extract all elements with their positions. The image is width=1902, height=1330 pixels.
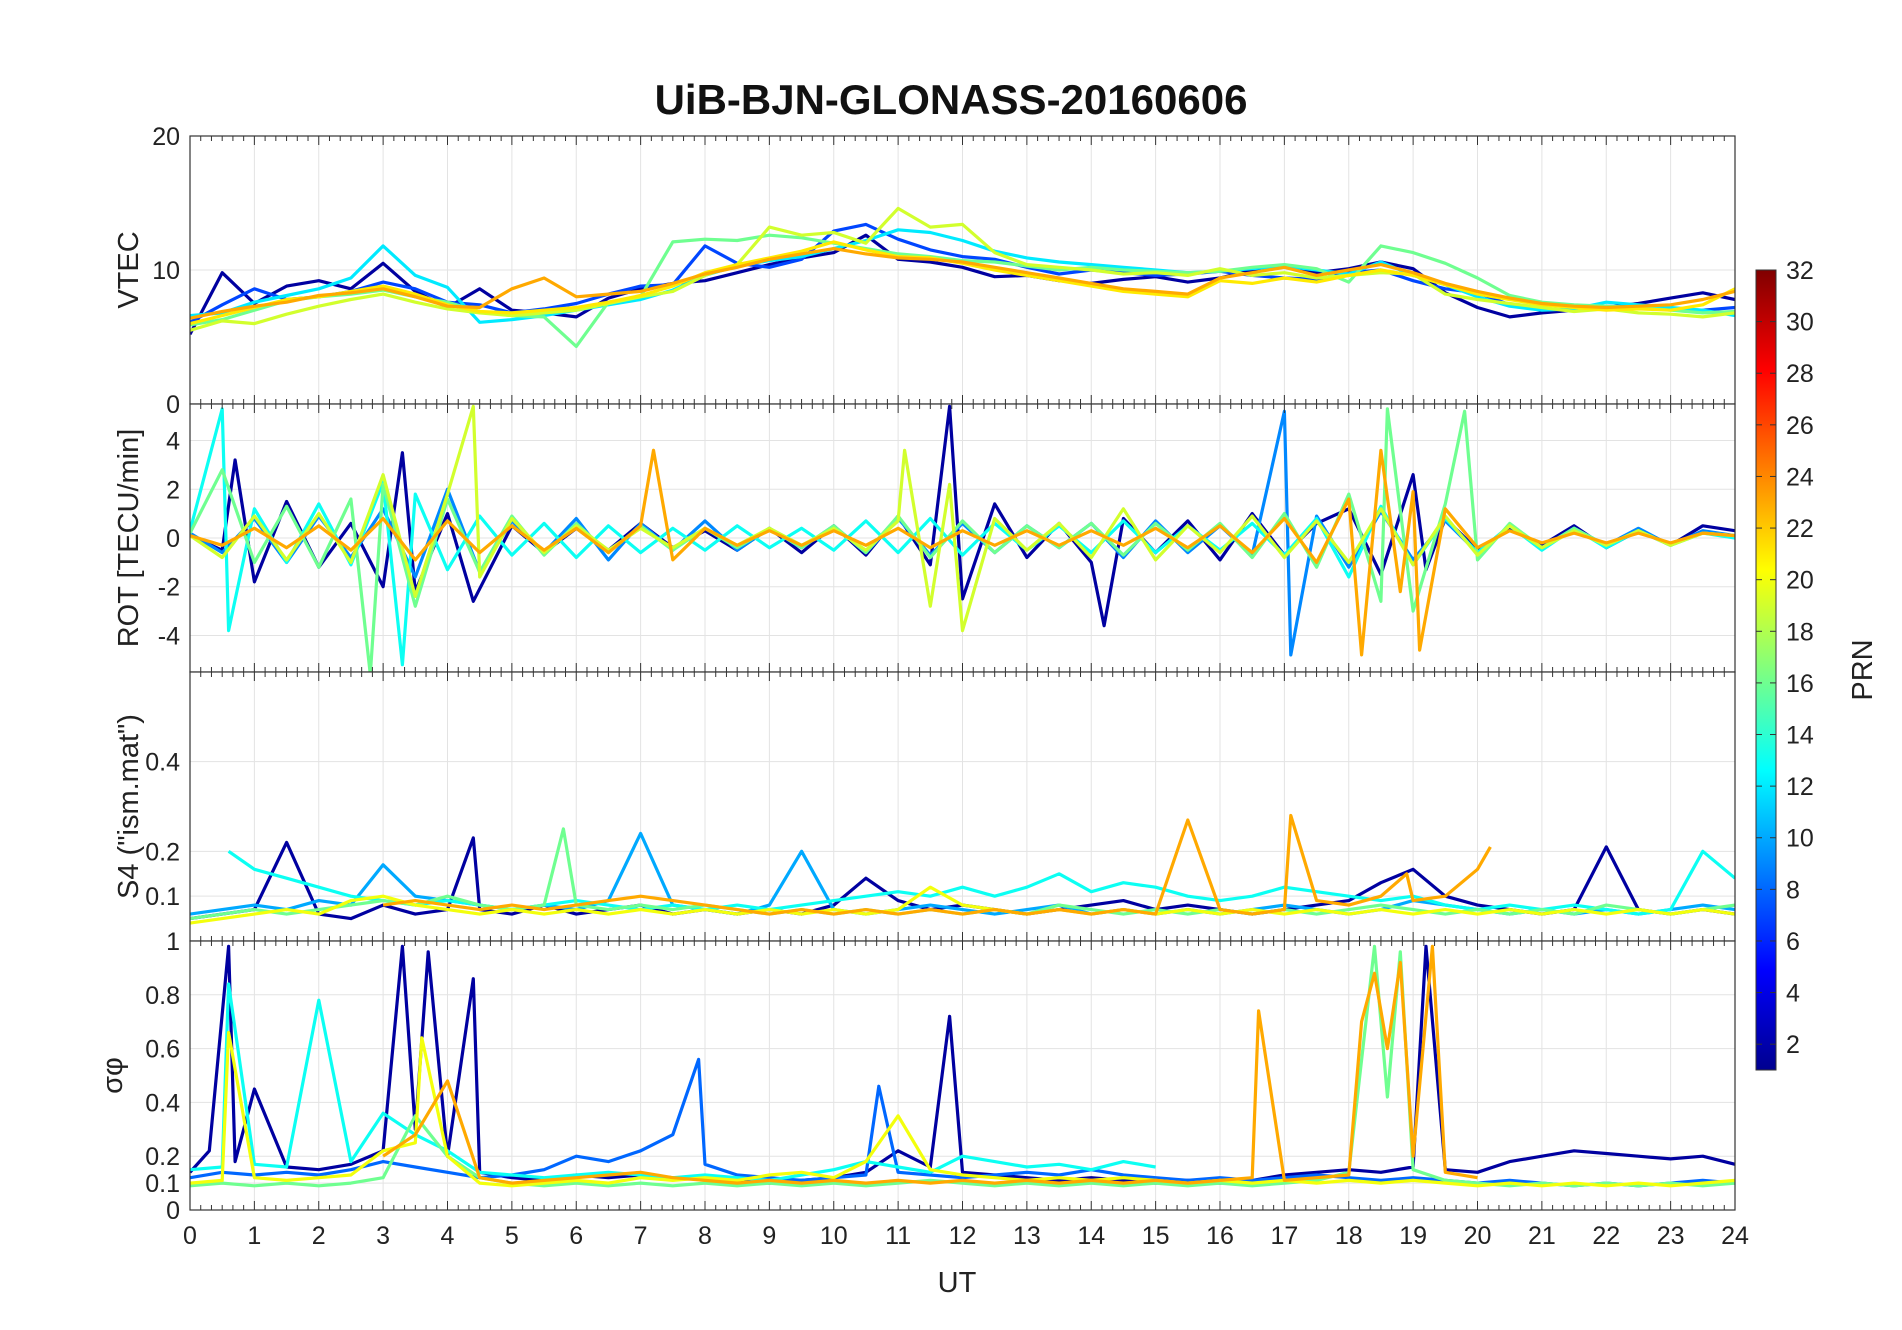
x-tick-label: 5 [505,1222,519,1250]
x-tick-label: 2 [312,1222,326,1250]
y-tick-label: -4 [158,622,180,650]
x-tick-label: 21 [1528,1222,1556,1250]
colorbar-tick-label: 18 [1786,618,1814,646]
y-tick-label: -2 [158,574,180,602]
colorbar-tick-label: 20 [1786,567,1814,595]
x-tick-label: 12 [949,1222,977,1250]
y-tick-label: 0.2 [145,838,180,866]
x-tick-label: 15 [1142,1222,1170,1250]
x-tick-label: 23 [1657,1222,1685,1250]
x-tick-label: 4 [441,1222,455,1250]
colorbar-tick-label: 22 [1786,515,1814,543]
series-line-prn-20 [190,1030,1735,1188]
y-axis-label: VTEC [113,231,145,308]
y-axis-label: σφ [97,1057,129,1094]
series-line-prn-19 [190,206,1735,332]
series-group [190,404,1735,672]
x-tick-label: 1 [247,1222,261,1250]
y-tick-label: 1 [166,928,180,956]
y-tick-label: 0.4 [145,749,180,777]
colorbar-tick-label: 12 [1786,773,1814,801]
colorbar-tick-label: 6 [1786,928,1800,956]
series-line-prn-23 [382,813,1492,916]
x-tick-label: 17 [1270,1222,1298,1250]
colorbar-tick-label: 14 [1786,722,1814,750]
y-tick-label: 0.2 [145,1143,180,1171]
series-line-prn-12 [190,228,1735,324]
colorbar-tick-label: 24 [1786,463,1814,491]
x-axis-ticks: 0 1 2 3 4 5 6 7 8 9 10 11 12 13 14 15 16 17 18 19 20 21 22 23 24 [183,1222,1749,1250]
colorbar-tick-label: 16 [1786,670,1814,698]
colorbar-tick-label: 8 [1786,876,1800,904]
x-tick-label: 13 [1013,1222,1041,1250]
series-line-prn-23 [190,247,1735,320]
panel-vtec: 0 10 20 VTEC [113,123,1736,419]
series-line-prn-20 [190,885,1735,925]
x-tick-label: 18 [1335,1222,1363,1250]
y-axis-label: S4 ("ism.mat") [113,714,145,899]
series-group [190,206,1735,348]
y-tick-label: 0 [166,525,180,553]
x-tick-label: 0 [183,1222,197,1250]
x-tick-label: 14 [1077,1222,1105,1250]
y-tick-label: 0 [166,391,180,419]
panel-s4: 0.1 0.2 0.4S4 ("ism.mat") [113,671,1736,942]
x-tick-label: 8 [698,1222,712,1250]
colorbar-tick-label: 2 [1786,1031,1800,1059]
colorbar-gradient [1755,269,1777,1071]
y-tick-label: 0.1 [145,1170,180,1198]
y-tick-label: 0.8 [145,982,180,1010]
series-line-prn-23 [190,448,1735,657]
panel-sigma_phi: 00.10.2 0.4 0.6 0.8 1 σφ [97,928,1736,1225]
x-tick-label: 9 [762,1222,776,1250]
x-tick-label: 10 [820,1222,848,1250]
colorbar-tick-label: 10 [1786,825,1814,853]
x-tick-label: 3 [376,1222,390,1250]
x-tick-label: 22 [1592,1222,1620,1250]
y-axis-label: ROT [TECU/min] [113,429,145,648]
x-tick-label: 11 [885,1222,911,1250]
colorbar-label: PRN [1847,639,1879,700]
y-tick-label: 20 [152,123,180,151]
y-tick-label: 2 [166,476,180,504]
colorbar-tick-label: 30 [1786,309,1814,337]
panel-frame [189,940,1736,1211]
series-line-prn-23 [382,944,1478,1185]
panel-rot: -4 -2 0 2 4 ROT [TECU/min] [113,403,1736,673]
y-tick-label: 0.4 [145,1089,180,1117]
x-tick-label: 6 [569,1222,583,1250]
colorbar-tick-label: 26 [1786,412,1814,440]
x-axis-label: UT [938,1267,977,1299]
colorbar-tick-label: 4 [1786,980,1800,1008]
y-tick-label: 0.1 [145,883,180,911]
y-tick-label: 0 [166,1197,180,1225]
chart-title: UiB-BJN-GLONASS-20160606 [655,76,1248,123]
x-tick-label: 16 [1206,1222,1234,1250]
series-line-prn-19 [190,404,1735,633]
colorbar-tick-label: 32 [1786,257,1814,285]
y-tick-label: 4 [166,428,180,456]
x-tick-label: 19 [1399,1222,1427,1250]
y-tick-label: 0.6 [145,1036,180,1064]
x-tick-label: 7 [634,1222,648,1250]
y-tick-label: 10 [152,257,180,285]
series-group [190,813,1735,925]
x-tick-label: 20 [1464,1222,1492,1250]
x-tick-label: 24 [1721,1222,1749,1250]
colorbar-tick-label: 28 [1786,360,1814,388]
series-group [190,944,1735,1188]
